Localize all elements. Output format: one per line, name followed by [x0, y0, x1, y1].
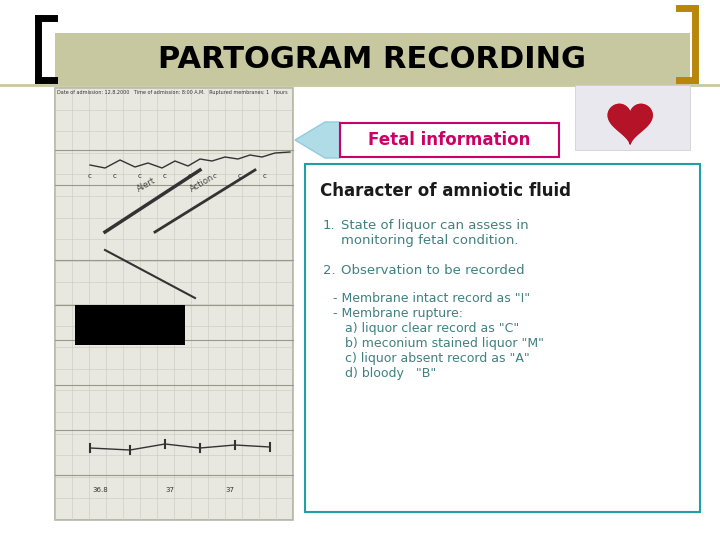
- Text: c) liquor absent record as "A": c) liquor absent record as "A": [333, 352, 530, 365]
- Text: c: c: [188, 173, 192, 179]
- Text: monitoring fetal condition.: monitoring fetal condition.: [341, 234, 518, 247]
- Text: Date of admission: 12.8.2000   Time of admission: 8:00 A.M.   Ruptured membranes: Date of admission: 12.8.2000 Time of adm…: [57, 90, 287, 95]
- Polygon shape: [295, 122, 340, 158]
- Text: Alert: Alert: [135, 176, 157, 194]
- FancyBboxPatch shape: [75, 305, 185, 345]
- Text: c: c: [213, 173, 217, 179]
- FancyBboxPatch shape: [55, 33, 690, 85]
- Text: d) bloody   "B": d) bloody "B": [333, 367, 436, 380]
- Text: 37: 37: [166, 487, 174, 493]
- Text: 36.8: 36.8: [92, 487, 108, 493]
- FancyBboxPatch shape: [340, 123, 559, 157]
- FancyBboxPatch shape: [575, 85, 690, 150]
- Text: c: c: [263, 173, 267, 179]
- Text: Fetal information: Fetal information: [369, 131, 531, 149]
- Text: c: c: [113, 173, 117, 179]
- Text: 2.: 2.: [323, 264, 336, 277]
- Polygon shape: [608, 104, 652, 144]
- Polygon shape: [608, 104, 652, 144]
- Text: 37: 37: [225, 487, 235, 493]
- Text: a) liquor clear record as "C": a) liquor clear record as "C": [333, 322, 519, 335]
- Text: b) meconium stained liquor "M": b) meconium stained liquor "M": [333, 337, 544, 350]
- Text: c: c: [88, 173, 92, 179]
- Text: Action: Action: [188, 173, 215, 194]
- Text: PARTOGRAM RECORDING: PARTOGRAM RECORDING: [158, 44, 587, 73]
- FancyBboxPatch shape: [305, 164, 700, 512]
- FancyBboxPatch shape: [55, 88, 293, 520]
- Text: c: c: [138, 173, 142, 179]
- Text: c: c: [163, 173, 167, 179]
- Text: - Membrane intact record as "I": - Membrane intact record as "I": [333, 292, 530, 305]
- Text: c: c: [238, 173, 242, 179]
- Text: Observation to be recorded: Observation to be recorded: [341, 264, 525, 277]
- Text: Character of amniotic fluid: Character of amniotic fluid: [320, 182, 571, 200]
- Text: - Membrane rupture:: - Membrane rupture:: [333, 307, 463, 320]
- Text: 1.: 1.: [323, 219, 336, 232]
- Text: State of liquor can assess in: State of liquor can assess in: [341, 219, 528, 232]
